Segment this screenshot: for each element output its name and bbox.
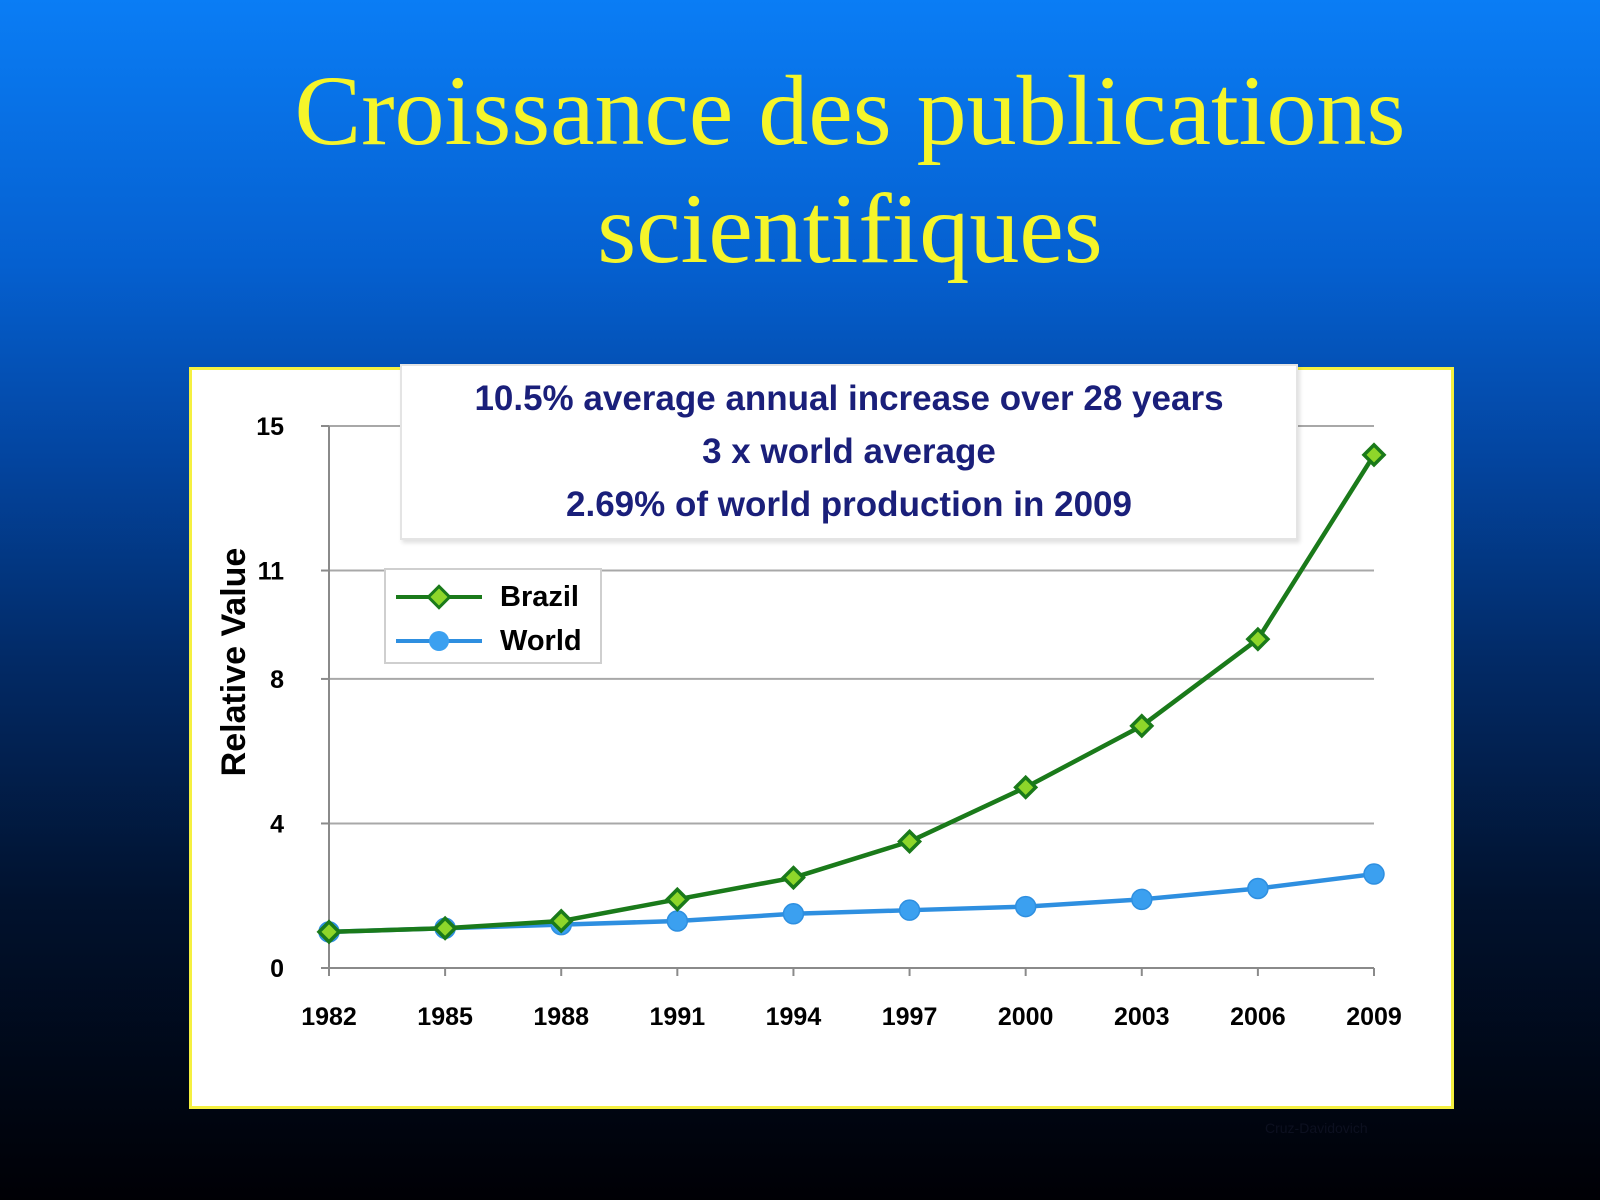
x-tick-label-1982: 1982	[301, 1003, 357, 1031]
point-brazil-1982	[316, 919, 342, 945]
y-tick-label-15: 15	[256, 413, 284, 441]
point-world-2000	[1014, 895, 1037, 918]
point-world-2009	[1363, 863, 1385, 885]
annotation-box: 10.5% average annual increase over 28 ye…	[400, 364, 1298, 540]
legend-item-brazil: Brazil	[394, 577, 594, 617]
point-brazil-1985	[432, 915, 458, 941]
x-tick-label-2000: 2000	[998, 1003, 1054, 1031]
chart-frame: 0 4 8 11 15 1982 1985 1988 1991 1994 1997 2000 2003 2…	[189, 364, 1454, 1109]
annotation-line-1: 10.5% average annual increase over 28 ye…	[474, 379, 1224, 418]
point-world-1997	[898, 899, 921, 921]
x-tick-label-1988: 1988	[533, 1003, 589, 1031]
legend-swatch-world	[396, 631, 482, 651]
x-tick-label-1991: 1991	[650, 1003, 706, 1031]
line-chart: 0 4 8 11 15 1982 1985 1988 1991 1994 1997 2000 2003 2…	[215, 413, 1402, 1031]
legend-item-world: World	[394, 621, 594, 661]
legend-label-world: World	[500, 625, 582, 657]
point-brazil-2000	[1013, 774, 1039, 800]
x-tick-label-2009: 2009	[1346, 1003, 1402, 1031]
y-axis-title: Relative Value	[215, 548, 253, 777]
slide-title-line-1: Croissance des publications	[294, 55, 1406, 166]
x-tick-label-1994: 1994	[766, 1003, 822, 1031]
point-world-1991	[666, 910, 689, 932]
legend-label-brazil: Brazil	[500, 581, 579, 613]
point-brazil-2006	[1245, 626, 1271, 652]
legend: Brazil World	[384, 568, 602, 664]
series-line-world	[328, 871, 1375, 935]
x-tick-label-1997: 1997	[882, 1003, 938, 1031]
point-world-2006	[1247, 877, 1269, 900]
credit-text: Cruz-Davidovich	[1265, 1120, 1368, 1136]
point-world-2003	[1131, 888, 1153, 911]
point-brazil-1988	[548, 908, 574, 934]
y-tick-label-0: 0	[270, 955, 284, 983]
legend-swatch-brazil	[396, 584, 482, 610]
point-brazil-2009	[1361, 442, 1387, 468]
x-tick-label-2003: 2003	[1114, 1003, 1170, 1031]
x-tick-label-2006: 2006	[1230, 1003, 1286, 1031]
y-tick-label-8: 8	[270, 666, 284, 694]
axes: 0 4 8 11 15 1982 1985 1988 1991 1994 1997 2000 2003 2…	[256, 413, 1402, 1031]
y-tick-label-11: 11	[258, 558, 285, 586]
annotation-line-2: 3 x world average	[702, 432, 996, 471]
annotation-line-3: 2.69% of world production in 2009	[566, 485, 1132, 524]
point-brazil-1994	[780, 865, 806, 891]
point-world-1994	[782, 903, 805, 925]
point-brazil-1991	[664, 886, 690, 912]
series-line-brazil	[328, 453, 1376, 935]
y-tick-label-4: 4	[270, 810, 284, 838]
slide-title-line-2: scientifiques	[597, 173, 1103, 284]
point-brazil-2003	[1129, 713, 1155, 739]
point-brazil-1997	[897, 829, 923, 855]
slide-title: Croissance des publications scientifique…	[140, 52, 1560, 288]
series	[316, 442, 1387, 945]
x-tick-label-1985: 1985	[417, 1003, 473, 1031]
